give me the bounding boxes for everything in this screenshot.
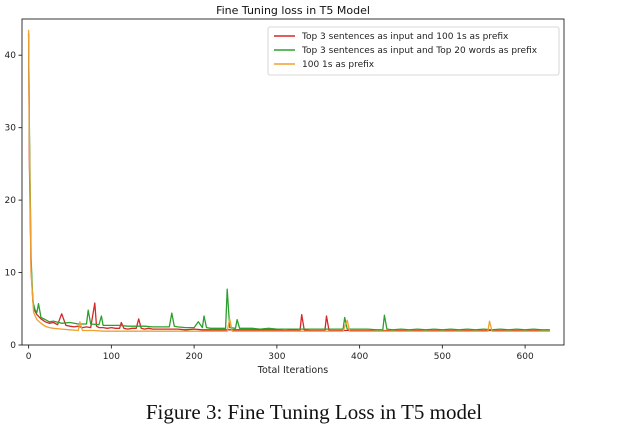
x-tick-label: 600 [517, 352, 534, 362]
x-tick-label: 200 [186, 352, 203, 362]
y-tick-label: 30 [5, 124, 17, 134]
y-tick-label: 0 [10, 341, 16, 351]
x-tick-label: 400 [351, 352, 368, 362]
figure-caption: Figure 3: Fine Tuning Loss in T5 model [145, 400, 483, 424]
x-axis: 0 100 200 300 400 500 600 [26, 345, 534, 362]
x-tick-label: 100 [103, 352, 120, 362]
legend-label: Top 3 sentences as input and 100 1s as p… [301, 32, 509, 42]
y-tick-label: 40 [5, 51, 17, 61]
chart-title: Fine Tuning loss in T5 Model [216, 4, 370, 17]
series-layer [27, 29, 550, 332]
series-line-2 [27, 33, 550, 331]
legend-label: Top 3 sentences as input and Top 20 word… [301, 46, 538, 56]
plot-frame [21, 18, 565, 346]
x-tick-label: 300 [268, 352, 285, 362]
y-axis: 0 10 20 30 40 [5, 51, 22, 351]
x-axis-title: Total Iterations [257, 365, 329, 376]
y-tick-label: 20 [5, 196, 17, 206]
series-line-3 [27, 29, 550, 332]
legend: Top 3 sentences as input and 100 1s as p… [267, 26, 560, 76]
y-tick-label: 10 [5, 269, 17, 279]
series-line-1 [27, 33, 550, 332]
legend-label: 100 1s as prefix [302, 60, 375, 70]
x-tick-label: 500 [434, 352, 451, 362]
x-tick-label: 0 [26, 352, 32, 362]
legend-box [267, 26, 560, 76]
